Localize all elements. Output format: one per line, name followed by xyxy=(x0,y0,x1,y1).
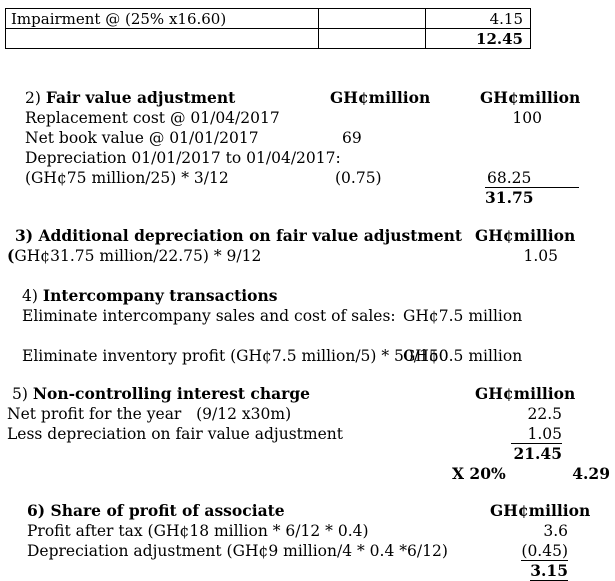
section4-heading: 4) Intercompany transactions xyxy=(0,286,480,306)
section2-col2-header: GH¢million xyxy=(330,88,431,107)
replacement-cost-value: 100 xyxy=(512,109,542,127)
additional-depreciation-row: (GH¢31.75 million/22.75) * 9/12 1.05 xyxy=(0,246,615,266)
depreciation-calc-row: (GH¢75 million/25) * 3/12 (0.75) 68.25 xyxy=(0,168,615,188)
section5-col-header: GH¢million xyxy=(475,384,576,403)
depreciation-adjustment-label: Depreciation adjustment (GH¢9 million/4 … xyxy=(27,542,448,560)
profit-after-tax-value: 3.6 xyxy=(543,522,568,540)
impairment-label: Impairment @ (25% x16.60) xyxy=(5,8,319,29)
section5-title: Non-controlling interest charge xyxy=(32,384,311,403)
section5-number: 5) xyxy=(12,385,33,403)
less-depreciation-row: Less depreciation on fair value adjustme… xyxy=(0,424,615,444)
less-depreciation-label: Less depreciation on fair value adjustme… xyxy=(7,425,343,443)
less-depreciation-cell: 1.05 xyxy=(475,424,570,444)
impairment-value: 4.15 xyxy=(479,9,523,29)
total-col2-empty xyxy=(318,28,426,49)
section-nci-charge: 5) Non-controlling interest charge GH¢mi… xyxy=(0,384,615,484)
section5-heading-row: 5) Non-controlling interest charge GH¢mi… xyxy=(0,384,615,404)
section4-heading-row: 4) Intercompany transactions xyxy=(0,286,615,306)
nci-subtotal-value: 21.45 xyxy=(513,444,562,463)
profit-after-tax-row: Profit after tax (GH¢18 million * 6/12 *… xyxy=(0,521,615,541)
net-book-value-amount: 69 xyxy=(342,129,362,147)
carrying-amount: 68.25 xyxy=(485,169,580,188)
section4-number: 4) xyxy=(22,287,43,305)
nci-subtotal-row: 21.45 xyxy=(0,444,615,464)
depreciation-adjustment-cell: (0.45) xyxy=(480,541,575,561)
section2-heading-row: 2) Fair value adjustment GH¢million GH¢m… xyxy=(0,88,615,108)
depreciation-caption: Depreciation 01/01/2017 to 01/04/2017: xyxy=(25,149,341,167)
depreciation-caption-row: Depreciation 01/01/2017 to 01/04/2017: xyxy=(0,148,615,168)
associate-total-value: 3.15 xyxy=(530,561,568,581)
net-profit-row: Net profit for the year (9/12 x30m) 22.5 xyxy=(0,404,615,424)
eliminate-inventory-label: Eliminate inventory profit (GH¢7.5 milli… xyxy=(22,347,449,365)
additional-depreciation-value: 1.05 xyxy=(523,247,558,265)
impairment-value-cell: 4.15 xyxy=(425,8,531,29)
section-share-of-associate: 6) Share of profit of associate GH¢milli… xyxy=(0,501,615,581)
section3-title: 3) Additional depreciation on fair value… xyxy=(15,226,463,245)
replacement-cost-row: Replacement cost @ 01/04/2017 100 xyxy=(0,108,615,128)
fair-value-total-row: 31.75 xyxy=(0,188,615,208)
eliminate-inventory-value: GH¢0.5 million xyxy=(403,347,523,365)
net-profit-label: Net profit for the year (9/12 x30m) xyxy=(7,405,292,423)
replacement-cost-label: Replacement cost @ 01/04/2017 xyxy=(25,109,280,127)
eliminate-sales-value: GH¢7.5 million xyxy=(403,307,523,325)
section5-heading: 5) Non-controlling interest charge xyxy=(0,384,475,404)
section-additional-depreciation: 3) Additional depreciation on fair value… xyxy=(0,226,615,266)
nci-charge-value: 4.29 xyxy=(572,464,610,483)
eliminate-sales-row: Eliminate intercompany sales and cost of… xyxy=(0,306,615,326)
depreciation-adjustment-value: (0.45) xyxy=(521,542,568,561)
profit-after-tax-label: Profit after tax (GH¢18 million * 6/12 *… xyxy=(27,522,369,540)
nci-percentage-row: X 20% 4.29 xyxy=(0,464,615,484)
section2-title: Fair value adjustment xyxy=(45,88,236,107)
impairment-col2-empty xyxy=(318,8,426,29)
carrying-amount-cell: 68.25 xyxy=(475,168,580,188)
section4-title: Intercompany transactions xyxy=(42,286,278,305)
impairment-row: Impairment @ (25% x16.60) 4.15 xyxy=(5,8,531,29)
section6-heading-row: 6) Share of profit of associate GH¢milli… xyxy=(0,501,615,521)
additional-depreciation-formula: (GH¢31.75 million/22.75) * 9/12 xyxy=(0,246,475,266)
section2-heading: 2) Fair value adjustment xyxy=(0,88,330,108)
eliminate-inventory-row: Eliminate inventory profit (GH¢7.5 milli… xyxy=(0,346,615,366)
spacer-row xyxy=(0,326,615,346)
section-intercompany-transactions: 4) Intercompany transactions Eliminate i… xyxy=(0,286,615,366)
section2-col3-header: GH¢million xyxy=(480,88,581,107)
section6-title: 6) Share of profit of associate xyxy=(27,501,285,520)
depreciation-formula: (GH¢75 million/25) * 3/12 xyxy=(25,169,229,187)
nci-percentage-label: X 20% xyxy=(452,464,506,483)
fair-value-adjustment-total: 31.75 xyxy=(485,188,534,207)
total-label-empty xyxy=(5,28,319,49)
formula-body: GH¢31.75 million/22.75) * 9/12 xyxy=(14,247,262,265)
section2-number: 2) xyxy=(25,89,46,107)
section3-col-header: GH¢million xyxy=(475,226,576,245)
less-depreciation-value: 1.05 xyxy=(511,425,562,444)
goodwill-total-value: 12.45 xyxy=(425,28,531,49)
net-book-value-row: Net book value @ 01/01/2017 69 xyxy=(0,128,615,148)
depreciation-amount: (0.75) xyxy=(335,169,382,187)
goodwill-total-row: 12.45 xyxy=(5,28,531,49)
net-book-value-label: Net book value @ 01/01/2017 xyxy=(25,129,259,147)
associate-total-cell: 3.15 xyxy=(480,561,575,581)
impairment-table: Impairment @ (25% x16.60) 4.15 12.45 xyxy=(5,8,531,49)
depreciation-adjustment-row: Depreciation adjustment (GH¢9 million/4 … xyxy=(0,541,615,561)
associate-total-row: 3.15 xyxy=(0,561,615,581)
formula-open-paren: ( xyxy=(7,246,15,265)
eliminate-sales-label: Eliminate intercompany sales and cost of… xyxy=(22,307,396,325)
section3-heading-row: 3) Additional depreciation on fair value… xyxy=(0,226,615,246)
section-fair-value-adjustment: 2) Fair value adjustment GH¢million GH¢m… xyxy=(0,88,615,208)
section6-col-header: GH¢million xyxy=(490,501,591,520)
net-profit-value: 22.5 xyxy=(527,405,562,423)
